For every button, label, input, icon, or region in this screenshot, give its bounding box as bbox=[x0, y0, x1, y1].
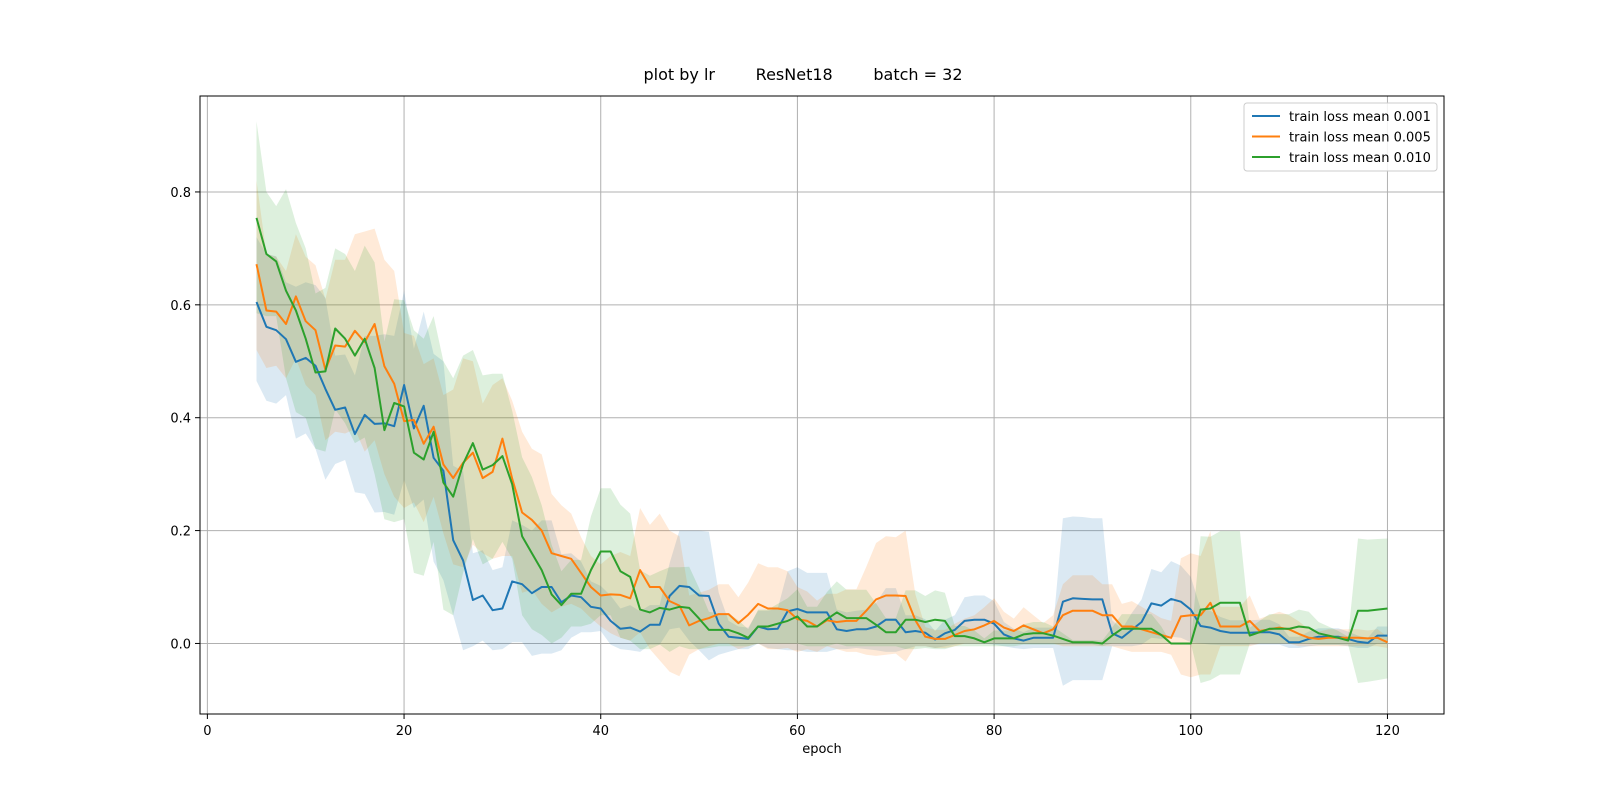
x-axis: 0 20 40 60 80 100 120 bbox=[203, 714, 1400, 739]
x-tick-label: 40 bbox=[592, 724, 609, 739]
legend-label-3: train loss mean 0.010 bbox=[1289, 151, 1431, 166]
confidence-bands bbox=[256, 121, 1388, 686]
x-tick-label: 100 bbox=[1178, 724, 1203, 739]
plot-frame bbox=[199, 95, 1445, 715]
band-series-1 bbox=[256, 237, 1388, 686]
x-tick-label: 60 bbox=[789, 724, 806, 739]
legend-label-2: train loss mean 0.005 bbox=[1289, 131, 1431, 146]
y-axis: 0.0 0.2 0.4 0.6 0.8 bbox=[170, 186, 200, 652]
legend-label-1: train loss mean 0.001 bbox=[1289, 110, 1431, 125]
x-tick-label: 20 bbox=[396, 724, 413, 739]
series-lines bbox=[255, 217, 1388, 645]
x-tick-label: 80 bbox=[986, 724, 1003, 739]
legend: train loss mean 0.001 train loss mean 0.0… bbox=[1243, 102, 1438, 172]
legend-box bbox=[1243, 102, 1438, 172]
x-tick-label: 0 bbox=[203, 724, 211, 739]
x-axis-label: epoch bbox=[802, 742, 842, 757]
y-tick-label: 0.6 bbox=[170, 299, 191, 314]
y-tick-label: 0.0 bbox=[170, 637, 191, 652]
y-tick-label: 0.8 bbox=[170, 186, 191, 201]
band-series-3 bbox=[256, 121, 1388, 683]
line-series-1 bbox=[255, 301, 1388, 644]
y-tick-label: 0.2 bbox=[170, 525, 191, 540]
chart-title: plot by lr ResNet18 batch = 32 bbox=[644, 65, 963, 84]
y-tick-label: 0.4 bbox=[170, 412, 191, 427]
grid bbox=[200, 96, 1444, 714]
band-series-2 bbox=[256, 180, 1388, 678]
x-tick-label: 120 bbox=[1375, 724, 1400, 739]
line-series-3 bbox=[255, 217, 1388, 645]
